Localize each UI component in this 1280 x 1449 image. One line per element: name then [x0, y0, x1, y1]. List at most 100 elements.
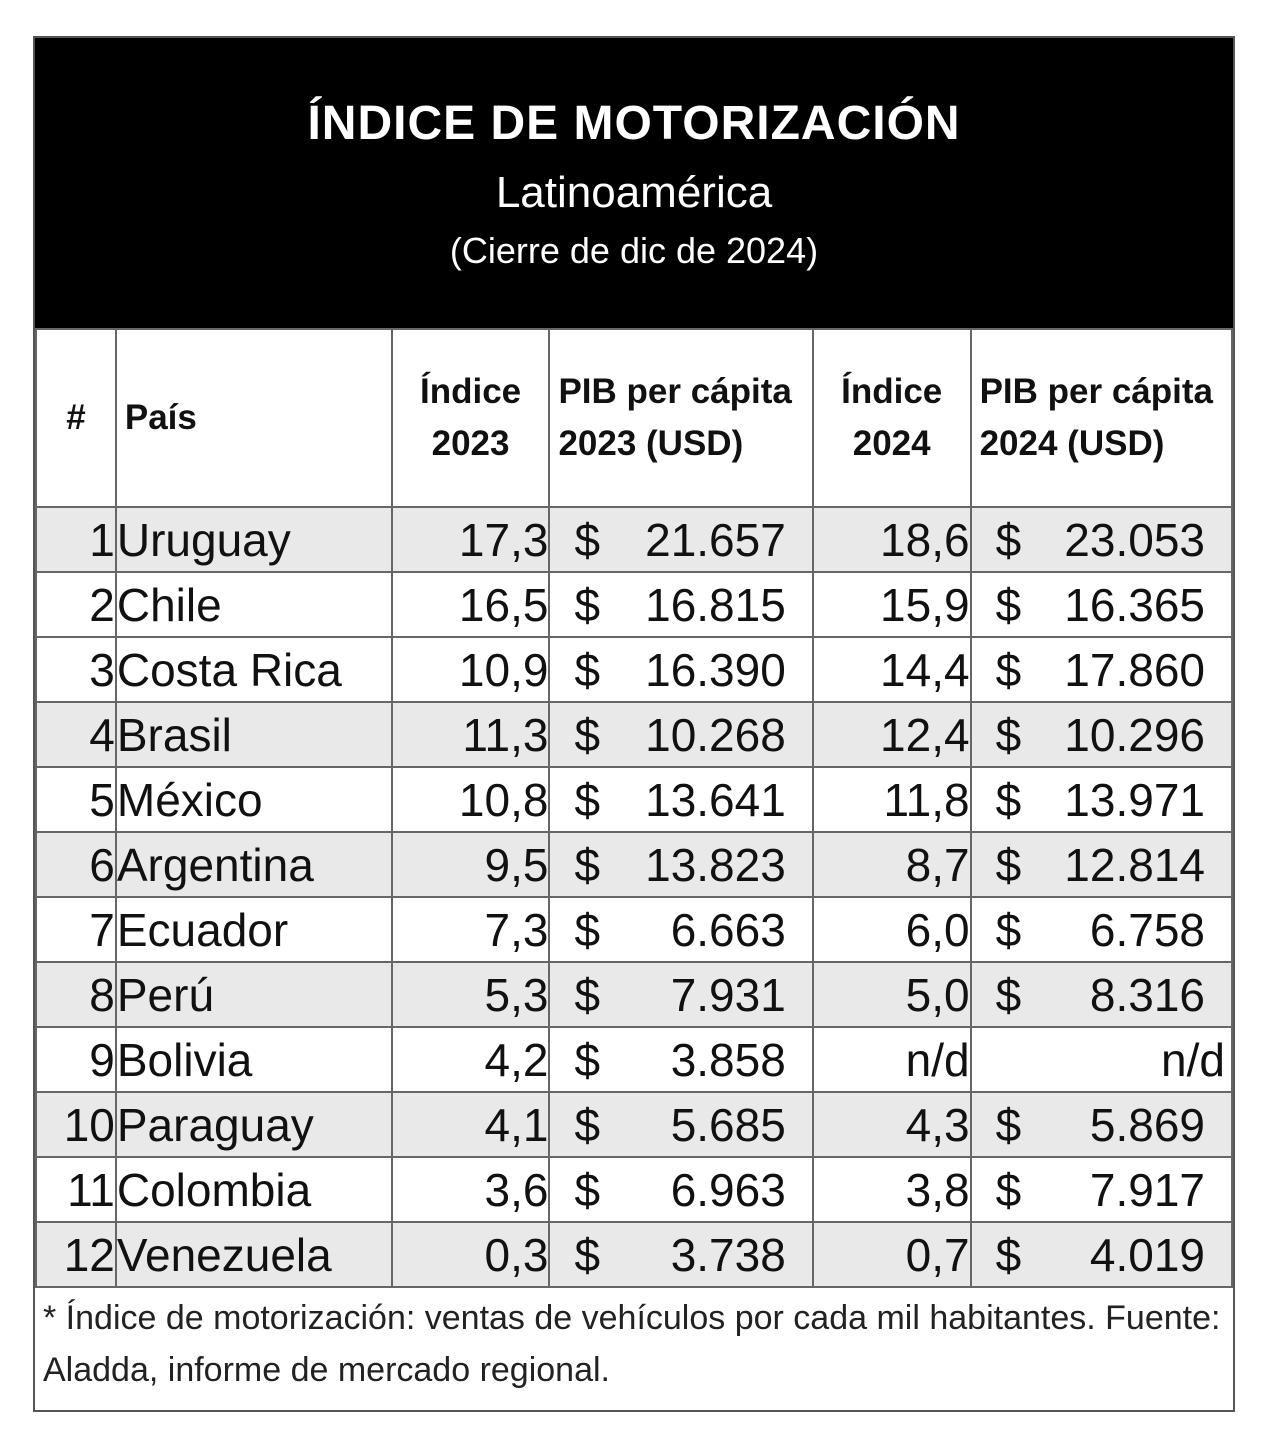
cell-pib-2023: $7.931 [548, 961, 814, 1028]
currency-value: 13.823 [645, 838, 786, 891]
currency-symbol: $ [574, 643, 601, 696]
column-header-index-2023: Índice 2023 [390, 328, 551, 508]
cell-index-2023: 10,9 [390, 636, 551, 703]
cell-pib-2024: $6.758 [969, 896, 1234, 963]
column-header-index-2024: Índice 2024 [811, 328, 972, 508]
cell-rank: 1 [35, 506, 117, 573]
column-header-rank: # [35, 328, 117, 508]
cell-index-2024: 5,0 [811, 961, 972, 1028]
column-header-row: # País Índice 2023 PIB per cápita 2023 (… [35, 328, 1234, 508]
currency-value: 8.316 [1089, 968, 1205, 1021]
currency-symbol: $ [995, 708, 1022, 761]
footnote: * Índice de motorización: ventas de vehí… [43, 1299, 1221, 1389]
cell-rank: 2 [35, 571, 117, 638]
currency-symbol: $ [574, 968, 601, 1021]
cell-index-2023: 17,3 [390, 506, 551, 573]
currency-value: 12.814 [1064, 838, 1205, 891]
cell-pib-2023: $16.815 [548, 571, 814, 638]
cell-pib-2024: $16.365 [969, 571, 1234, 638]
cell-pib-2024: $12.814 [969, 831, 1234, 898]
cell-index-2023: 10,8 [390, 766, 551, 833]
cell-index-2023: 4,2 [390, 1026, 551, 1093]
cell-rank: 3 [35, 636, 117, 703]
table-period: (Cierre de dic de 2024) [449, 230, 819, 271]
currency-symbol: $ [574, 1033, 601, 1086]
cell-pib-2024: $8.316 [969, 961, 1234, 1028]
table-row: 2 Chile 16,5 $16.815 15,9 $16.365 [35, 571, 1234, 638]
currency-symbol: $ [574, 513, 601, 566]
cell-country: Uruguay [114, 506, 393, 573]
cell-rank: 8 [35, 961, 117, 1028]
currency-value: 13.971 [1064, 773, 1205, 826]
currency-symbol: $ [574, 578, 601, 631]
cell-pib-2024: $10.296 [969, 701, 1234, 768]
currency-value: 17.860 [1064, 643, 1205, 696]
cell-pib-2024: $23.053 [969, 506, 1234, 573]
currency-symbol: $ [995, 968, 1022, 1021]
table-row: 7 Ecuador 7,3 $6.663 6,0 $6.758 [35, 896, 1234, 963]
table-frame: ÍNDICE DE MOTORIZACIÓN Latinoamérica (Ci… [33, 36, 1235, 1412]
cell-country: Colombia [114, 1156, 393, 1223]
currency-value: 3.738 [670, 1228, 786, 1281]
cell-rank: 5 [35, 766, 117, 833]
currency-symbol: $ [574, 1163, 601, 1216]
table-row: 11 Colombia 3,6 $6.963 3,8 $7.917 [35, 1156, 1234, 1223]
currency-symbol: $ [574, 1098, 601, 1151]
currency-value: 5.869 [1089, 1098, 1205, 1151]
table-row: 8 Perú 5,3 $7.931 5,0 $8.316 [35, 961, 1234, 1028]
table-title: ÍNDICE DE MOTORIZACIÓN [307, 97, 961, 150]
currency-symbol: $ [995, 903, 1022, 956]
cell-index-2023: 16,5 [390, 571, 551, 638]
cell-index-2023: 9,5 [390, 831, 551, 898]
currency-value: 6.758 [1089, 903, 1205, 956]
currency-symbol: $ [995, 1228, 1022, 1281]
table-row: 10 Paraguay 4,1 $5.685 4,3 $5.869 [35, 1091, 1234, 1158]
cell-index-2024: 14,4 [811, 636, 972, 703]
cell-country: Bolivia [114, 1026, 393, 1093]
table-row: 4 Brasil 11,3 $10.268 12,4 $10.296 [35, 701, 1234, 768]
cell-index-2023: 3,6 [390, 1156, 551, 1223]
motorization-table: # País Índice 2023 PIB per cápita 2023 (… [35, 328, 1234, 1288]
cell-country: Chile [114, 571, 393, 638]
currency-value: 6.663 [670, 903, 786, 956]
currency-value: 10.296 [1064, 708, 1205, 761]
cell-pib-2024: $5.869 [969, 1091, 1234, 1158]
currency-symbol: $ [995, 578, 1022, 631]
currency-value: 16.365 [1064, 578, 1205, 631]
cell-pib-2023: $13.641 [548, 766, 814, 833]
table-header: ÍNDICE DE MOTORIZACIÓN Latinoamérica (Ci… [35, 38, 1233, 328]
cell-pib-2024: $4.019 [969, 1221, 1234, 1288]
cell-rank: 12 [35, 1221, 117, 1288]
cell-rank: 7 [35, 896, 117, 963]
cell-pib-2023: $21.657 [548, 506, 814, 573]
currency-symbol: $ [995, 1163, 1022, 1216]
not-available-label: n/d [1161, 1033, 1225, 1086]
cell-country: Brasil [114, 701, 393, 768]
currency-symbol: $ [995, 838, 1022, 891]
currency-symbol: $ [995, 513, 1022, 566]
cell-pib-2023: $10.268 [548, 701, 814, 768]
cell-index-2024: 6,0 [811, 896, 972, 963]
currency-symbol: $ [574, 1228, 601, 1281]
table-row: 3 Costa Rica 10,9 $16.390 14,4 $17.860 [35, 636, 1234, 703]
cell-index-2024: 12,4 [811, 701, 972, 768]
currency-symbol: $ [995, 773, 1022, 826]
cell-pib-2023: $3.738 [548, 1221, 814, 1288]
column-header-pib-2024: PIB per cápita 2024 (USD) [969, 328, 1234, 508]
cell-index-2023: 7,3 [390, 896, 551, 963]
table-row: 6 Argentina 9,5 $13.823 8,7 $12.814 [35, 831, 1234, 898]
cell-index-2023: 4,1 [390, 1091, 551, 1158]
cell-index-2023: 11,3 [390, 701, 551, 768]
cell-country: Ecuador [114, 896, 393, 963]
cell-index-2024: 15,9 [811, 571, 972, 638]
currency-symbol: $ [574, 708, 601, 761]
cell-rank: 9 [35, 1026, 117, 1093]
cell-index-2024: 11,8 [811, 766, 972, 833]
cell-rank: 6 [35, 831, 117, 898]
cell-pib-2023: $6.963 [548, 1156, 814, 1223]
cell-country: Costa Rica [114, 636, 393, 703]
cell-country: Venezuela [114, 1221, 393, 1288]
table-row: 9 Bolivia 4,2 $3.858 n/d n/d [35, 1026, 1234, 1093]
column-header-pib-2023: PIB per cápita 2023 (USD) [548, 328, 814, 508]
currency-symbol: $ [995, 1098, 1022, 1151]
